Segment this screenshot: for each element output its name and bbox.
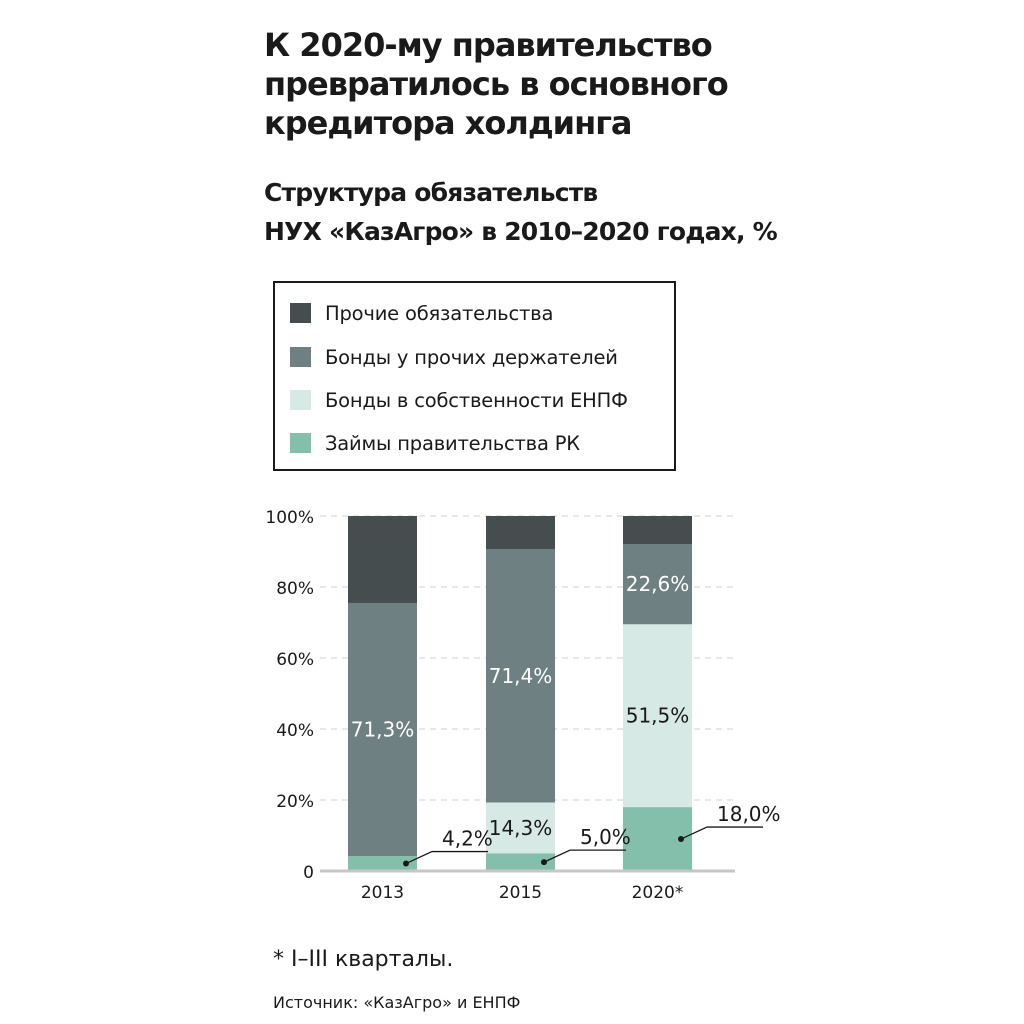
legend-swatch bbox=[290, 347, 311, 367]
chart-subtitle-line: НУХ «КазАгро» в 2010–2020 годах, % bbox=[264, 217, 778, 246]
bar-segment-2015-бонды-в-собственности-енпф bbox=[486, 802, 555, 854]
callout-label: 4,2% bbox=[442, 827, 493, 851]
y-tick-label: 0 bbox=[303, 863, 314, 883]
chart-title-line: превратилось в основного bbox=[264, 65, 729, 103]
legend-swatch bbox=[290, 390, 311, 410]
legend-label: Прочие обязательства bbox=[325, 301, 554, 325]
bar-segment-2020-бонды-у-прочих-держателей bbox=[623, 544, 692, 625]
y-tick-label: 100% bbox=[265, 508, 314, 528]
chart-title: К 2020-му правительство превратилось в о… bbox=[264, 26, 984, 143]
legend-label: Займы правительства РК bbox=[325, 431, 580, 455]
chart-subtitle-line: Структура обязательств bbox=[264, 178, 598, 207]
bar-segment-2020-прочие-обязательства bbox=[623, 516, 692, 545]
y-tick-label: 80% bbox=[276, 579, 314, 599]
callout-leader-line bbox=[405, 850, 488, 865]
legend-swatch bbox=[290, 303, 311, 323]
data-label: 71,3% bbox=[351, 718, 415, 742]
bar-segment-2013-прочие-обязательства bbox=[348, 516, 417, 603]
callout-label: 18,0% bbox=[717, 802, 781, 826]
bar-segment-2015-прочие-обязательства bbox=[486, 516, 555, 550]
source-note: Источник: «КазАгро» и ЕНПФ bbox=[273, 993, 521, 1012]
x-tick-label: 2020* bbox=[632, 883, 684, 903]
legend-item-government-loans: Займы правительства РК bbox=[290, 431, 580, 455]
data-label: 22,6% bbox=[626, 572, 690, 596]
callout-label: 5,0% bbox=[580, 825, 631, 849]
bar-segment-2015-бонды-у-прочих-держателей bbox=[486, 549, 555, 803]
x-tick-label: 2013 bbox=[361, 883, 404, 903]
chart-subtitle: Структура обязательств НУХ «КазАгро» в 2… bbox=[264, 173, 984, 251]
data-label: 51,5% bbox=[626, 704, 690, 728]
legend-label: Бонды у прочих держателей bbox=[325, 345, 618, 369]
chart-title-line: кредитора холдинга bbox=[264, 104, 633, 142]
data-label: 14,3% bbox=[489, 816, 553, 840]
bar-segment-2020-бонды-в-собственности-енпф bbox=[623, 624, 692, 808]
legend-item-bonds-other-holders: Бонды у прочих держателей bbox=[290, 345, 618, 369]
legend-swatch bbox=[290, 433, 311, 453]
legend-label: Бонды в собственности ЕНПФ bbox=[325, 388, 628, 412]
legend-item-bonds-enpf: Бонды в собственности ЕНПФ bbox=[290, 388, 628, 412]
x-tick-label: 2015 bbox=[499, 883, 542, 903]
footnote: * I–III кварталы. bbox=[273, 947, 454, 972]
callout-leader-line bbox=[543, 849, 626, 863]
bar-segment-2013-займы-правительства-рк bbox=[348, 856, 417, 871]
bar-segment-2013-бонды-у-прочих-держателей bbox=[348, 602, 417, 857]
chart-legend: Прочие обязательства Бонды у прочих держ… bbox=[273, 281, 676, 471]
y-tick-label: 20% bbox=[276, 792, 314, 812]
bar-segment-2015-займы-правительства-рк bbox=[486, 853, 555, 871]
legend-item-other-liabilities: Прочие обязательства bbox=[290, 301, 553, 325]
y-tick-label: 60% bbox=[276, 650, 314, 670]
chart-title-line: К 2020-му правительство bbox=[264, 26, 713, 64]
callout-leader-line bbox=[680, 826, 763, 840]
data-label: 71,4% bbox=[489, 664, 553, 688]
y-tick-label: 40% bbox=[276, 721, 314, 741]
